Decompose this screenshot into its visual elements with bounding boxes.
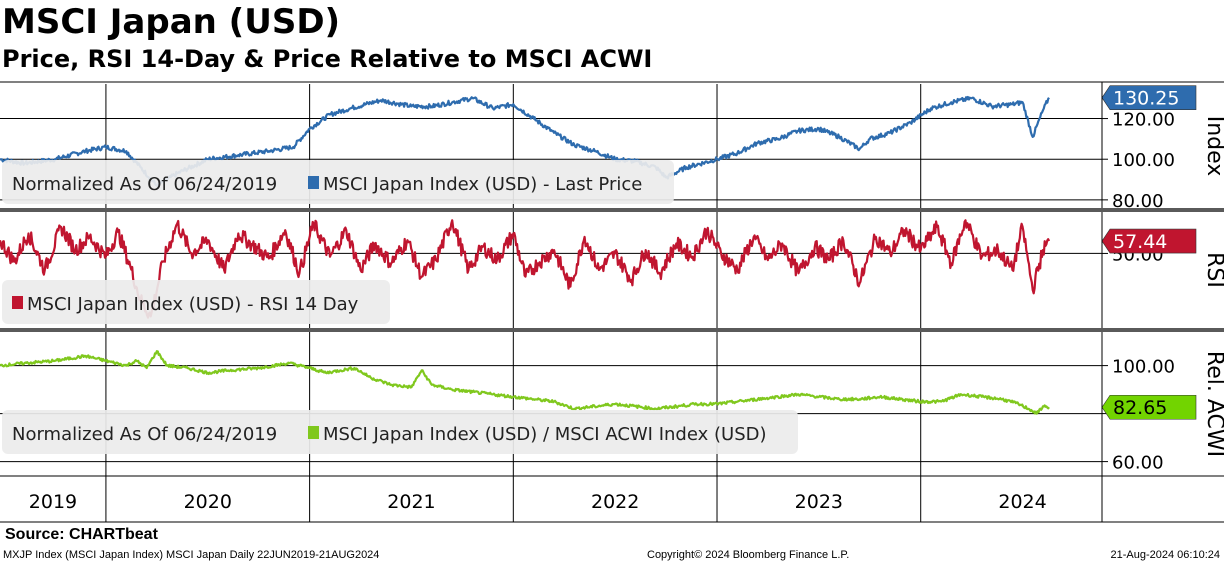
price-last-value-label: 130.25 bbox=[1113, 88, 1179, 110]
rsi-legend-box bbox=[2, 280, 390, 324]
price-legend-label: MSCI Japan Index (USD) - Last Price bbox=[323, 174, 642, 195]
footer-timestamp: 21-Aug-2024 06:10:24 bbox=[1110, 549, 1220, 561]
relative-legend-box bbox=[2, 410, 798, 454]
relative-axis-title: Rel. ACWI bbox=[1202, 351, 1224, 457]
price-tick-label: 100.00 bbox=[1112, 150, 1175, 171]
price-tick-label: 80.00 bbox=[1112, 191, 1164, 212]
rsi-legend-swatch bbox=[12, 296, 23, 309]
chart-subtitle: Price, RSI 14-Day & Price Relative to MS… bbox=[2, 45, 653, 73]
price-legend-swatch bbox=[308, 176, 319, 189]
rsi-last-value-tag bbox=[1101, 228, 1197, 254]
relative-tick-label: 60.00 bbox=[1112, 453, 1164, 474]
price-axis-title: Index bbox=[1202, 116, 1224, 177]
x-tick-label: 2020 bbox=[184, 491, 232, 513]
source-note: Source: CHARTbeat bbox=[5, 526, 158, 543]
series-layer bbox=[0, 95, 1051, 415]
x-tick-label: 2021 bbox=[387, 491, 435, 513]
price-tick-label: 120.00 bbox=[1112, 110, 1175, 131]
rsi-series-line bbox=[0, 219, 1051, 319]
legend-layer: Normalized As Of 06/24/2019 MSCI Japan In… bbox=[2, 160, 798, 454]
relative-legend-label: MSCI Japan Index (USD) / MSCI ACWI Index… bbox=[323, 424, 767, 445]
relative-legend-note: Normalized As Of 06/24/2019 bbox=[12, 424, 277, 445]
relative-legend-swatch bbox=[308, 426, 319, 439]
x-tick-label: 2019 bbox=[29, 491, 77, 513]
relative-series-line bbox=[0, 350, 1050, 415]
panel-divider bbox=[0, 208, 1224, 212]
rsi-legend-label: MSCI Japan Index (USD) - RSI 14 Day bbox=[27, 294, 359, 315]
x-tick-label: 2024 bbox=[998, 491, 1046, 513]
x-tick-label: 2023 bbox=[795, 491, 843, 513]
relative-last-value-label: 82.65 bbox=[1113, 397, 1167, 419]
relative-last-value-tag bbox=[1101, 394, 1197, 420]
relative-tick-label: 100.00 bbox=[1112, 357, 1175, 378]
price-legend-note: Normalized As Of 06/24/2019 bbox=[12, 174, 277, 195]
chart-title: MSCI Japan (USD) bbox=[2, 2, 341, 42]
x-tick-label: 2022 bbox=[591, 491, 639, 513]
panel-divider bbox=[0, 328, 1224, 332]
footer-series-info: MXJP Index (MSCI Japan Index) MSCI Japan… bbox=[3, 549, 380, 561]
price-last-value-tag bbox=[1101, 85, 1197, 111]
rsi-axis-title: RSI bbox=[1202, 252, 1224, 288]
chart-area: Normalized As Of 06/24/2019 MSCI Japan In… bbox=[0, 81, 1224, 523]
price-legend-box bbox=[2, 160, 674, 204]
footer-copyright: Copyright© 2024 Bloomberg Finance L.P. bbox=[647, 549, 850, 561]
rsi-last-value-label: 57.44 bbox=[1113, 231, 1167, 253]
